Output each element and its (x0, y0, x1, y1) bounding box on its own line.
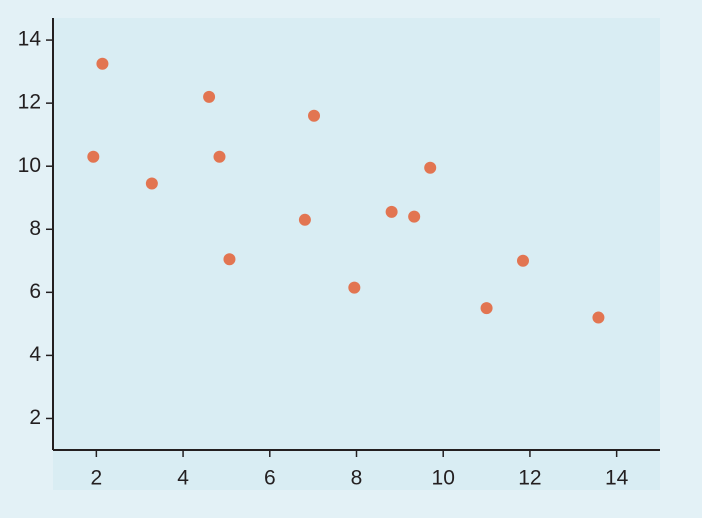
point (385, 205, 398, 218)
x-tick-label: 4 (177, 467, 189, 490)
point (592, 311, 605, 324)
point (424, 161, 437, 174)
point (213, 150, 226, 163)
point (408, 210, 421, 223)
point (480, 302, 493, 315)
x-tick-label: 12 (518, 467, 541, 490)
x-tick-label: 2 (91, 467, 103, 490)
y-tick-label: 4 (29, 343, 41, 366)
y-tick-label: 12 (18, 91, 41, 114)
x-tick-label: 6 (264, 467, 276, 490)
x-tick-label: 8 (351, 467, 363, 490)
y-tick-label: 10 (18, 154, 41, 177)
x-tick-label: 10 (432, 467, 455, 490)
point (203, 90, 216, 103)
point (145, 177, 158, 190)
y-tick-label: 6 (29, 280, 41, 303)
x-tick-label: 14 (605, 467, 629, 490)
point (223, 253, 236, 266)
point (87, 150, 100, 163)
point (348, 281, 361, 294)
y-tick-label: 2 (29, 406, 41, 429)
point (308, 109, 321, 122)
point (516, 254, 529, 267)
point (298, 213, 311, 226)
y-tick-label: 8 (29, 217, 41, 240)
plot-area (53, 18, 660, 490)
y-tick-label: 14 (18, 28, 42, 51)
point (96, 57, 109, 70)
